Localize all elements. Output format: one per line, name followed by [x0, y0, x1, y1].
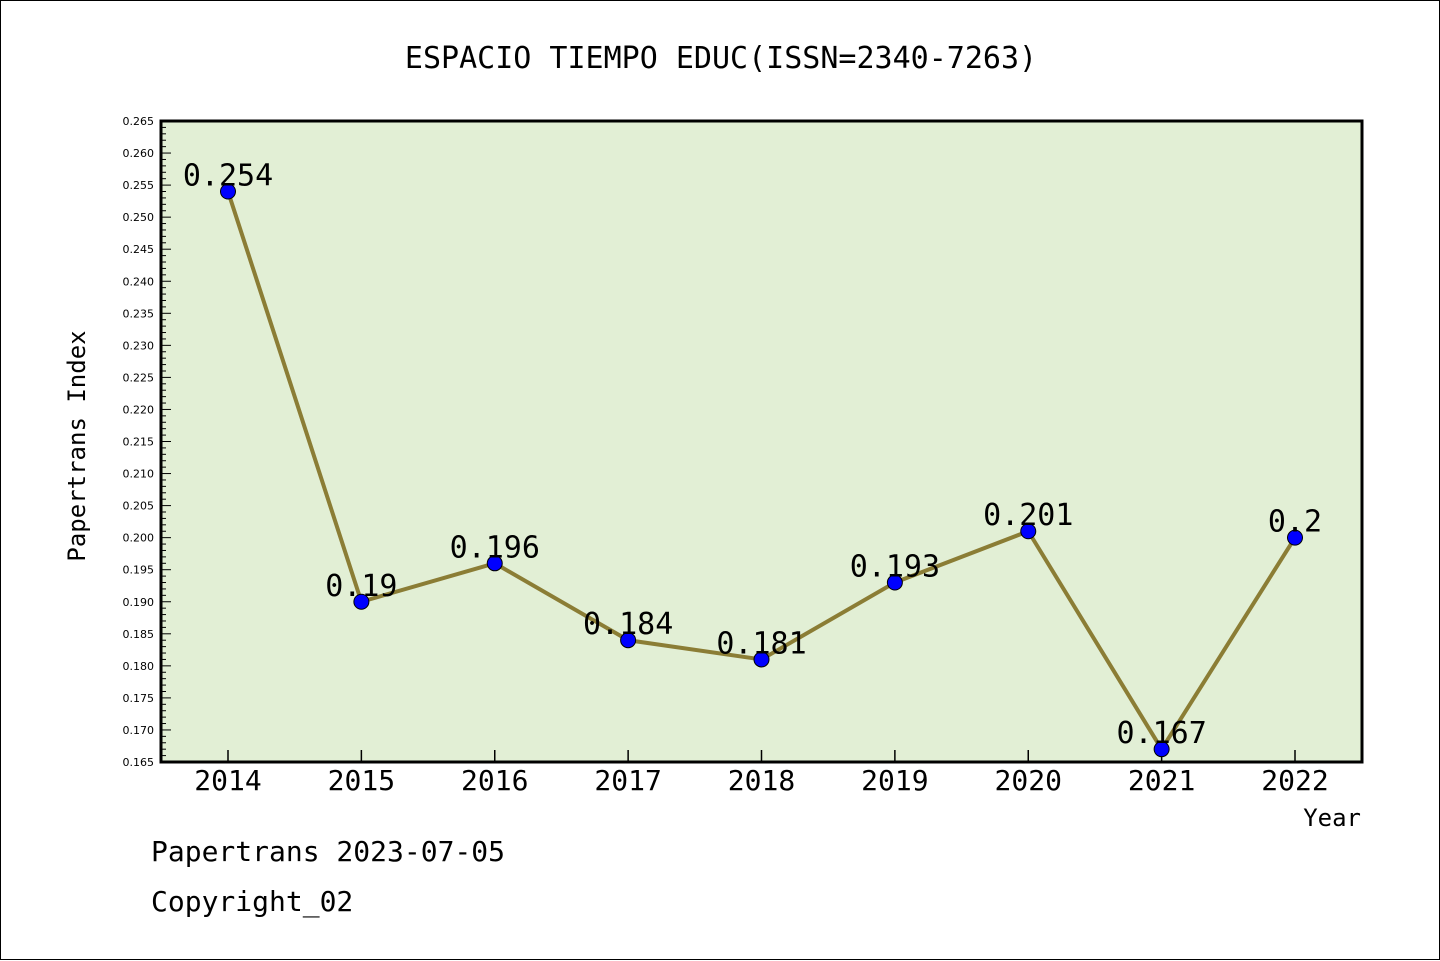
y-tick-label: 0.195: [123, 564, 155, 577]
y-tick-label: 0.255: [123, 179, 155, 192]
y-tick-label: 0.230: [123, 339, 155, 352]
data-label: 0.19: [325, 569, 397, 604]
y-axis-title: Papertrans Index: [63, 330, 91, 561]
data-point: [353, 593, 370, 610]
plot-border: [159, 119, 1364, 764]
x-tick-label: 2019: [861, 764, 928, 797]
data-point: [220, 183, 236, 200]
x-tick-label: 2021: [1128, 764, 1195, 797]
y-tick-label: 0.245: [123, 243, 155, 256]
y-tick-label: 0.215: [123, 436, 155, 449]
data-label: 0.184: [583, 607, 673, 642]
data-point: [1020, 523, 1037, 540]
y-tick-label: 0.165: [123, 756, 155, 769]
data-label: 0.196: [450, 530, 540, 565]
data-label: 0.254: [183, 159, 273, 194]
y-tick-label: 0.225: [123, 371, 155, 384]
y-tick-label: 0.180: [123, 660, 155, 673]
y-tick-label: 0.260: [123, 147, 155, 160]
x-tick-label: 2018: [728, 764, 795, 797]
y-tick-label: 0.220: [123, 403, 155, 416]
y-tick-label: 0.210: [123, 468, 155, 481]
y-axis: 0.165 0.170 0.175 0.180 0.185 0.190 0.195 0.200…: [123, 115, 171, 769]
data-point: [886, 574, 903, 591]
y-tick-label: 0.200: [123, 532, 155, 545]
data-point: [620, 632, 637, 649]
data-label: 0.2: [1268, 505, 1322, 540]
data-series: 0.254 0.19 0.196 0.184 0.181 0.193 0.201 0.167 0…: [183, 159, 1322, 758]
data-point: [753, 651, 770, 668]
data-label: 0.167: [1116, 716, 1206, 751]
x-tick-label: 2014: [194, 764, 261, 797]
footer-copyright: Copyright_02: [151, 885, 354, 918]
y-tick-label: 0.235: [123, 307, 155, 320]
y-tick-label: 0.205: [123, 500, 155, 513]
x-axis: 2014 2015 2016 2017 2018 2019 2020 2021 2022: [194, 750, 1329, 797]
x-axis-title: Year: [1303, 804, 1361, 832]
chart-title: ESPACIO TIEMPO EDUC(ISSN=2340-7263): [405, 41, 1037, 76]
y-tick-label: 0.170: [123, 724, 155, 737]
y-tick-label: 0.190: [123, 596, 155, 609]
data-label: 0.201: [983, 498, 1073, 533]
y-tick-label: 0.240: [123, 275, 155, 288]
data-label: 0.193: [850, 550, 940, 585]
data-point: [1287, 529, 1303, 546]
y-tick-label: 0.265: [123, 115, 155, 128]
x-tick-label: 2015: [328, 764, 395, 797]
x-tick-label: 2020: [995, 764, 1062, 797]
data-label: 0.181: [716, 626, 806, 661]
x-tick-label: 2017: [594, 764, 661, 797]
footer-date: Papertrans 2023-07-05: [151, 835, 506, 868]
y-tick-label: 0.185: [123, 628, 155, 641]
x-tick-label: 2022: [1261, 764, 1328, 797]
x-tick-label: 2016: [461, 764, 528, 797]
y-tick-label: 0.175: [123, 692, 155, 705]
data-point: [486, 555, 503, 572]
y-tick-label: 0.250: [123, 211, 155, 224]
data-point: [1153, 741, 1170, 758]
